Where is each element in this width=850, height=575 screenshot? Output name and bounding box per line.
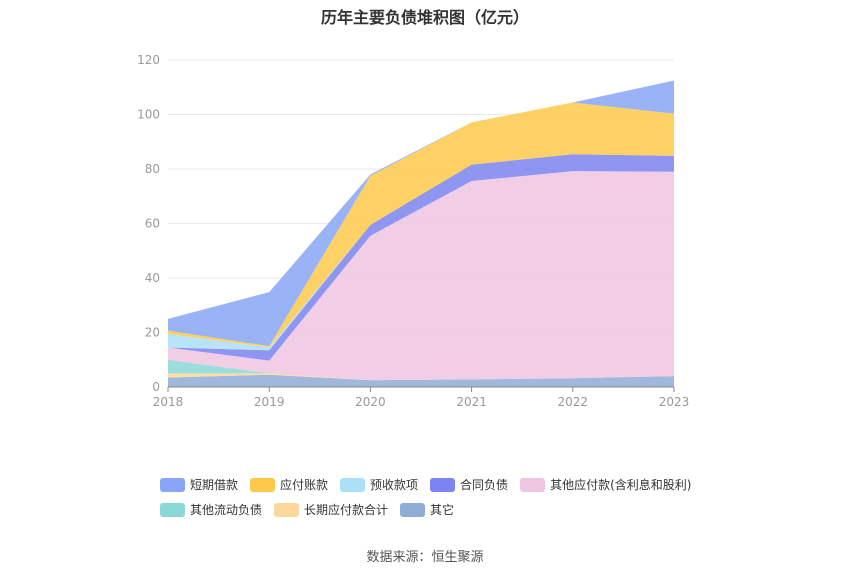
legend-swatch bbox=[160, 502, 185, 517]
area-series bbox=[168, 80, 674, 387]
legend-label: 应付账款 bbox=[280, 478, 329, 492]
x-tick-label: 2018 bbox=[153, 395, 184, 409]
x-tick-label: 2023 bbox=[659, 395, 690, 409]
legend-item[interactable]: 其它 bbox=[400, 501, 454, 518]
y-tick-label: 120 bbox=[137, 53, 160, 67]
area-series-4 bbox=[168, 154, 674, 361]
legend-item[interactable]: 应付账款 bbox=[250, 476, 328, 493]
legend-swatch bbox=[340, 477, 366, 492]
legend-row-2: 其他流动负债 长期应付款合计 其它 bbox=[160, 497, 720, 522]
legend-row-1: 短期借款 应付账款 预收款项 合同负债 其他应付款(含利息和股利) bbox=[160, 472, 720, 497]
legend-item[interactable]: 其他应付款(含利息和股利) bbox=[520, 476, 691, 493]
legend-label: 其他流动负债 bbox=[190, 503, 263, 517]
legend-item[interactable]: 合同负债 bbox=[430, 476, 508, 493]
legend-label: 其它 bbox=[430, 503, 455, 517]
x-tick-label: 2021 bbox=[456, 395, 487, 409]
legend-swatch bbox=[400, 502, 426, 517]
legend-swatch bbox=[160, 477, 185, 492]
legend-swatch bbox=[430, 477, 456, 492]
y-tick-label: 80 bbox=[145, 162, 160, 176]
y-tick-label: 60 bbox=[145, 217, 160, 231]
legend: 短期借款 应付账款 预收款项 合同负债 其他应付款(含利息和股利) 其他流动负债 长期应付… bbox=[160, 472, 720, 522]
chart-title: 历年主要负债堆积图（亿元） bbox=[320, 8, 529, 27]
legend-item[interactable]: 短期借款 bbox=[160, 476, 238, 493]
legend-label: 其他应付款(含利息和股利) bbox=[550, 478, 692, 492]
legend-swatch bbox=[250, 477, 276, 492]
axes: 0 20 40 60 80 100 120 2018 2019 2020 2021 2022 2023 bbox=[137, 53, 689, 409]
x-tick-label: 2020 bbox=[355, 395, 386, 409]
area-series-0 bbox=[168, 374, 674, 387]
legend-swatch bbox=[520, 477, 546, 492]
x-tick-label: 2019 bbox=[254, 395, 285, 409]
legend-label: 预收款项 bbox=[370, 478, 419, 492]
y-tick-label: 0 bbox=[152, 380, 160, 394]
legend-label: 合同负债 bbox=[460, 478, 509, 492]
x-tick-label: 2022 bbox=[558, 395, 589, 409]
legend-swatch bbox=[274, 502, 300, 517]
y-tick-label: 40 bbox=[145, 271, 160, 285]
area-series-6 bbox=[168, 102, 674, 348]
area-series-1 bbox=[168, 373, 674, 381]
y-tick-label: 100 bbox=[137, 108, 160, 122]
legend-item[interactable]: 其他流动负债 bbox=[160, 501, 262, 518]
legend-label: 长期应付款合计 bbox=[304, 503, 389, 517]
legend-label: 短期借款 bbox=[190, 478, 239, 492]
y-tick-label: 20 bbox=[145, 326, 160, 340]
area-series-3 bbox=[168, 171, 674, 381]
area-series-7 bbox=[168, 80, 674, 347]
legend-item[interactable]: 预收款项 bbox=[340, 476, 418, 493]
data-source: 数据来源：恒生聚源 bbox=[366, 550, 484, 565]
legend-item[interactable]: 长期应付款合计 bbox=[274, 501, 388, 518]
